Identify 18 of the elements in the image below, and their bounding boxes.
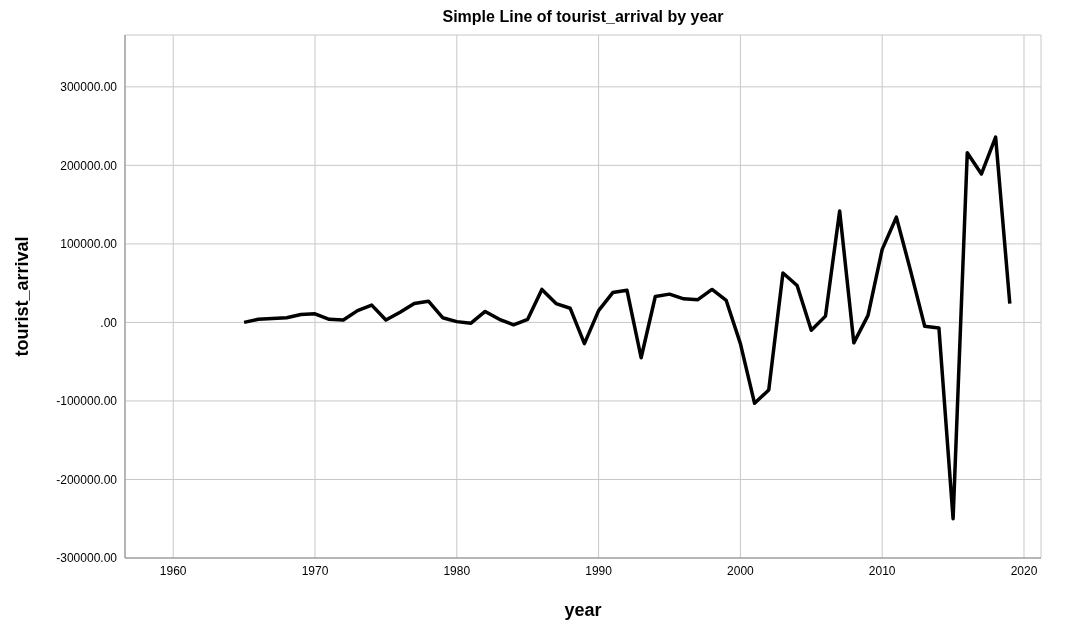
y-axis-title: tourist_arrival bbox=[12, 236, 33, 357]
y-tick-label: 100000.00 bbox=[60, 237, 118, 252]
line-series bbox=[242, 135, 1012, 521]
y-tick-label: .00 bbox=[100, 315, 118, 330]
x-tick-label: 2010 bbox=[868, 563, 896, 578]
y-tick-label: 200000.00 bbox=[60, 158, 118, 173]
y-tick-label: -300000.00 bbox=[56, 551, 118, 566]
x-tick-label: 1960 bbox=[159, 563, 187, 578]
y-tick-label: -100000.00 bbox=[56, 394, 118, 409]
x-axis-title: year bbox=[564, 600, 602, 620]
x-tick-label: 1990 bbox=[585, 563, 613, 578]
x-tick-label: 2000 bbox=[727, 563, 755, 578]
x-tick-label: 1970 bbox=[301, 563, 329, 578]
y-tick-label: -200000.00 bbox=[56, 472, 118, 487]
x-tick-label: 1980 bbox=[443, 563, 471, 578]
y-tick-label: 300000.00 bbox=[60, 80, 118, 95]
chart-title: Simple Line of tourist_arrival by year bbox=[441, 8, 725, 26]
x-tick-label: 2020 bbox=[1010, 563, 1038, 578]
